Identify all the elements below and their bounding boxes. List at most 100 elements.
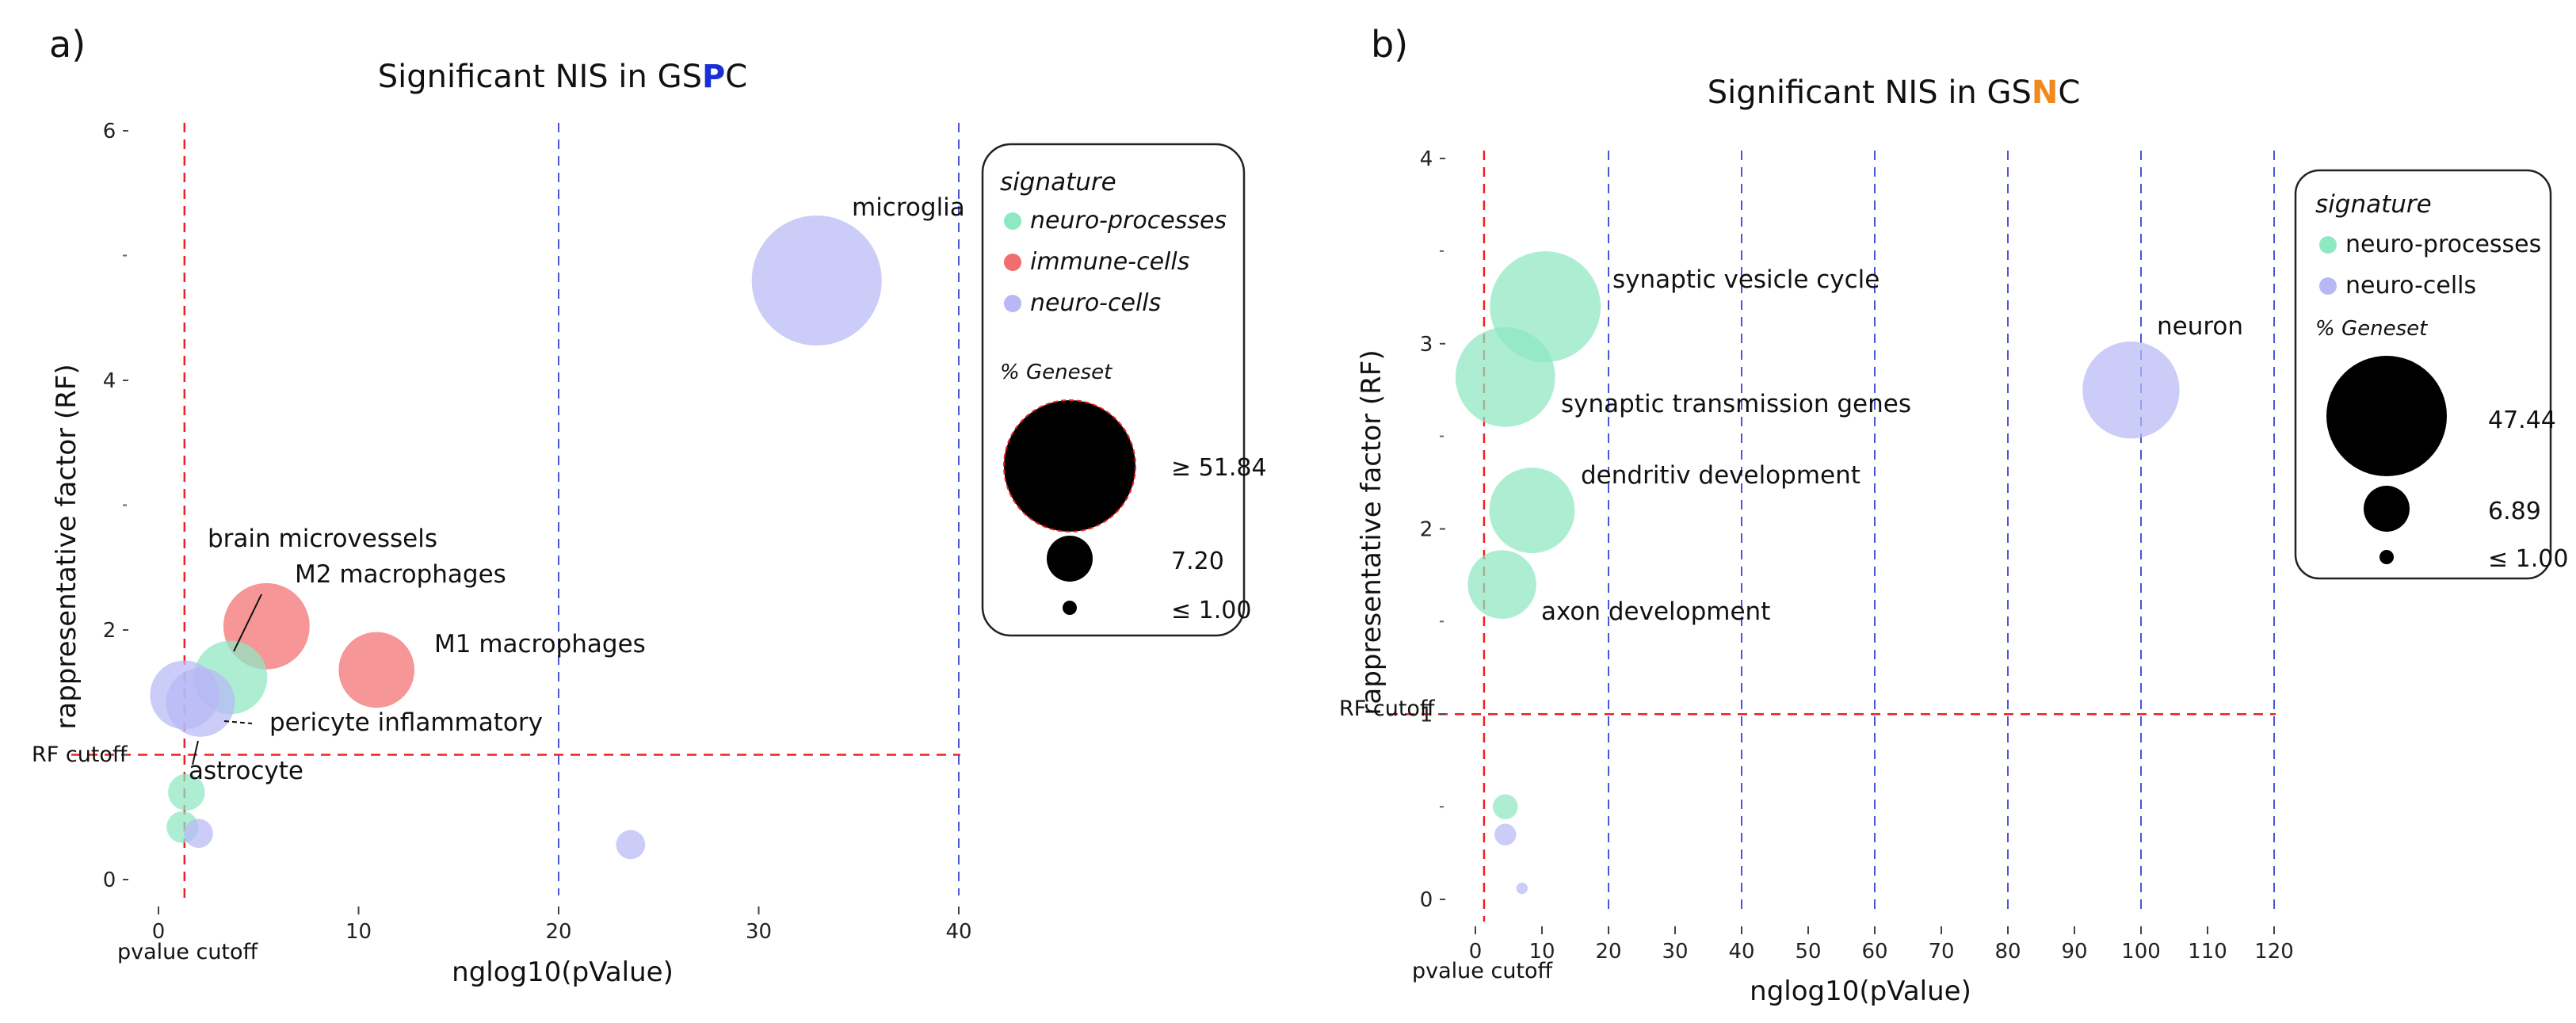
point-neuro-cells-point-5 bbox=[616, 830, 646, 860]
a-y-tick-label-0: 0 bbox=[103, 868, 116, 892]
b-size-legend-label-2: ≤ 1.00 bbox=[2488, 545, 2568, 573]
panel-a-x-ticks: 0 10 20 30 40 bbox=[152, 907, 972, 944]
a-size-legend-circle-1 bbox=[1047, 536, 1093, 582]
label-microglia: microglia bbox=[852, 193, 965, 222]
legend-label-neuro-cells: neuro-cells bbox=[1030, 289, 1161, 317]
b-y-tick-label-1: 1 bbox=[1420, 703, 1433, 727]
b-y-tick-label-4: 4 bbox=[1420, 147, 1433, 171]
a-y-tick-label-6: 6 bbox=[103, 120, 116, 143]
panel-b-y-ticks: 0 1 2 3 4 bbox=[1420, 147, 1445, 912]
panel-b-point-labels: synaptic vesicle cycle synaptic transmiss… bbox=[1541, 265, 2243, 626]
panel-b: b) Significant NIS in GSNC rappresentati… bbox=[1339, 23, 2568, 1007]
panel-a-size-legend: ≥ 51.84 7.20 ≤ 1.00 bbox=[1003, 399, 1267, 624]
b-size-legend-label-0: 47.44 bbox=[2488, 407, 2556, 434]
point-m1-macrophages bbox=[338, 632, 415, 708]
panel-b-y-axis-label: rappresentative factor (RF) bbox=[1356, 349, 1387, 715]
panel-b-x-axis-label: nglog10(pValue) bbox=[1750, 975, 1971, 1007]
b-size-legend-label-1: 6.89 bbox=[2488, 498, 2541, 525]
b-x-tick-label-50: 50 bbox=[1795, 940, 1821, 964]
b-x-tick-label-120: 120 bbox=[2254, 940, 2294, 964]
b-x-tick-label-60: 60 bbox=[1861, 940, 1887, 964]
b-x-tick-label-70: 70 bbox=[1928, 940, 1954, 964]
panel-a-title-main: Significant NIS in GS bbox=[378, 59, 702, 95]
point-neuro-cells-point-7 bbox=[1494, 823, 1517, 846]
point-neuro-cells-point-8 bbox=[1516, 882, 1528, 895]
point-dendritiv-development bbox=[1489, 468, 1575, 554]
a-size-legend-label-2: ≤ 1.00 bbox=[1171, 597, 1251, 624]
a-x-tick-label-10: 10 bbox=[345, 920, 372, 944]
legend-label-immune-cells: immune-cells bbox=[1030, 248, 1189, 276]
b-size-legend-circle-1 bbox=[2364, 486, 2410, 532]
b-x-tick-label-110: 110 bbox=[2188, 940, 2227, 964]
legend-label-neuro-processes: neuro-processes bbox=[1030, 207, 1227, 235]
panel-a-title-suffix: C bbox=[725, 59, 747, 95]
panel-a-size-legend-title: % Geneset bbox=[1000, 361, 1112, 384]
b-x-tick-label-0: 0 bbox=[1469, 940, 1483, 964]
legend-label-neuro-cells: neuro-cells bbox=[2345, 272, 2476, 300]
label-axon-development: axon development bbox=[1541, 597, 1770, 626]
a-y-tick-label-4: 4 bbox=[103, 369, 116, 393]
b-x-tick-label-30: 30 bbox=[1662, 940, 1688, 964]
panel-b-gridlines bbox=[1388, 151, 2276, 922]
label-synaptic-transmission-genes: synaptic transmission genes bbox=[1561, 390, 1911, 418]
panel-a-leader-lines bbox=[192, 594, 262, 765]
b-y-tick-label-3: 3 bbox=[1420, 333, 1433, 357]
panel-a-y-axis-label: rappresentative factor (RF) bbox=[51, 364, 82, 729]
panel-a-rf-cutoff-label: RF cutoff bbox=[32, 742, 128, 767]
b-size-legend-circle-2 bbox=[2379, 550, 2394, 564]
b-size-legend-circle-0 bbox=[2326, 356, 2447, 476]
a-size-legend-label-1: 7.20 bbox=[1171, 548, 1224, 575]
legend-swatch-neuro-cells bbox=[2319, 277, 2337, 295]
panel-b-legend-box bbox=[2294, 169, 2552, 580]
panel-a-title-highlight: P bbox=[702, 59, 725, 95]
panel-a-points bbox=[150, 215, 882, 860]
panel-a-y-ticks: 0 2 4 6 bbox=[103, 120, 128, 892]
b-x-tick-label-80: 80 bbox=[1994, 940, 2021, 964]
panel-b-title-main: Significant NIS in GS bbox=[1708, 74, 2032, 111]
legend-swatch-neuro-processes bbox=[2319, 236, 2337, 254]
point-axon-development bbox=[1467, 550, 1536, 619]
a-size-legend-label-0: ≥ 51.84 bbox=[1171, 454, 1267, 482]
leader-pericyte-inflammatory bbox=[223, 720, 253, 724]
panel-a-legend-title: signature bbox=[1000, 168, 1116, 197]
panel-a-legend: signature neuro-processesimmune-cellsneu… bbox=[981, 143, 1267, 637]
a-y-tick-label-2: 2 bbox=[103, 619, 116, 643]
label-astrocyte: astrocyte bbox=[189, 757, 303, 785]
label-brain-microvessels: brain microvessels bbox=[208, 525, 437, 553]
legend-swatch-neuro-processes bbox=[1004, 212, 1021, 230]
legend-swatch-neuro-cells bbox=[1004, 295, 1021, 312]
panel-a-pvalue-cutoff-label: pvalue cutoff bbox=[117, 940, 259, 964]
point-astrocyte bbox=[150, 660, 219, 730]
b-x-tick-label-20: 20 bbox=[1595, 940, 1621, 964]
panel-b-title-highlight: N bbox=[2032, 74, 2058, 111]
label-pericyte-inflammatory: pericyte inflammatory bbox=[269, 708, 543, 737]
label-neuron: neuron bbox=[2157, 312, 2243, 341]
b-y-tick-label-0: 0 bbox=[1420, 888, 1433, 912]
a-x-tick-label-30: 30 bbox=[746, 920, 772, 944]
panel-a-legend-entries: neuro-processes immune-cells neuro-cells bbox=[1004, 207, 1227, 317]
legend-swatch-immune-cells bbox=[1004, 254, 1021, 271]
a-size-legend-circle-0 bbox=[1003, 399, 1136, 532]
point-microglia bbox=[751, 215, 882, 346]
panel-a-label: a) bbox=[49, 23, 86, 66]
panel-a-point-labels: microglia M2 macrophages M1 macrophages bra… bbox=[189, 193, 965, 785]
label-m1-macrophages: M1 macrophages bbox=[434, 630, 646, 658]
panel-b-legend-title: signature bbox=[2315, 190, 2432, 219]
panel-b-x-ticks: 0 10 20 30 40 50 60 70 80 90 100 110 120 bbox=[1469, 926, 2294, 964]
panel-a-title: Significant NIS in GSPC bbox=[378, 59, 747, 95]
panel-a-x-axis-label: nglog10(pValue) bbox=[452, 956, 674, 988]
panel-b-legend: signature neuro-processes neuro-cells % G… bbox=[2294, 169, 2568, 580]
point-neuro-processes-point-2 bbox=[168, 773, 205, 811]
label-synaptic-vesicle-cycle: synaptic vesicle cycle bbox=[1612, 265, 1880, 294]
b-x-tick-label-90: 90 bbox=[2061, 940, 2087, 964]
panel-b-points bbox=[1455, 251, 2180, 895]
point-neuro-processes-point-6 bbox=[1492, 794, 1518, 819]
point-synaptic-transmission-genes bbox=[1455, 326, 1555, 427]
b-x-tick-label-40: 40 bbox=[1728, 940, 1754, 964]
label-m2-macrophages: M2 macrophages bbox=[295, 560, 506, 589]
panel-a-gridlines bbox=[71, 123, 960, 902]
panel-b-pvalue-cutoff-label: pvalue cutoff bbox=[1412, 959, 1554, 983]
panel-b-label: b) bbox=[1371, 23, 1408, 66]
a-size-legend-circle-2 bbox=[1063, 601, 1077, 615]
